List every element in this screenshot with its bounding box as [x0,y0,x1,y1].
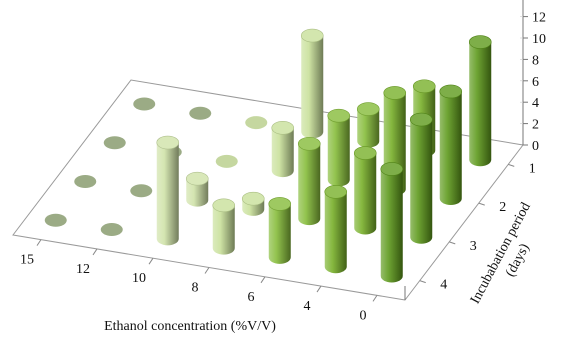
bar-8-day3 [241,191,265,216]
z-tick-label: 2 [532,118,539,133]
bar-0-day4 [380,162,404,283]
y-tick-mark [478,202,485,206]
x-tick-mark [372,295,378,302]
x-tick-label: 10 [132,271,146,286]
z-tick-label: 14 [532,0,546,4]
bar-12-day3 [130,184,153,198]
x-tick-label: 6 [248,290,255,305]
z-tick-label: 12 [532,11,546,26]
x-tick-label: 12 [76,262,90,277]
z-tick-label: 10 [532,32,546,47]
z-tick-label: 8 [532,53,539,68]
bars [44,28,492,283]
x-tick-mark [260,276,266,284]
bar-10-day2 [215,154,238,168]
x-tick-mark [36,239,42,246]
x-axis-title: Ethanol concentration (%V/V) [104,319,276,334]
bar-8-day1 [300,28,324,139]
x-tick-mark [316,285,322,293]
y-tick-label: 3 [470,239,477,254]
bar-6-day1 [356,102,380,148]
bar-0-day2 [439,84,463,205]
bar-10-day4 [156,135,180,246]
bar-12-day1 [189,106,212,120]
bar-12-day4 [100,223,123,237]
y-tick-mark [419,280,426,284]
bar-6-day4 [268,197,292,264]
bar-6-day3 [297,136,321,226]
x-tick-label: 0 [360,308,367,323]
x-tick-label: 4 [304,299,311,314]
gridlines [404,0,524,300]
z-tick-label: 0 [532,139,539,154]
x-tick-label: 15 [20,253,34,268]
bar-4-day4 [324,184,348,274]
bar-10-day1 [245,116,268,130]
bar-15-day3 [74,175,97,189]
bar-15-day1 [133,97,156,111]
y-tick-mark [449,241,456,245]
bar-15-day4 [44,213,67,227]
x-tick-label: 8 [192,281,199,296]
bar-0-day1 [468,35,492,167]
bar-10-day3 [185,171,209,207]
y-tick-label: 1 [529,161,536,176]
bar-4-day3 [353,146,377,235]
y-axis-ticks: 1 2 3 4 [419,161,536,293]
bar-6-day2 [327,108,351,187]
x-tick-mark [204,267,210,274]
bar-8-day2 [271,121,295,178]
x-tick-mark [92,248,98,256]
y-axis-title: Incubabation period (days) [468,200,534,306]
x-tick-mark [148,257,154,265]
bar-0-day3 [409,112,433,244]
y-tick-label: 2 [499,200,506,215]
bar-8-day4 [212,198,236,255]
y-tick-label: 4 [440,278,447,293]
y-tick-mark [508,163,515,167]
z-tick-label: 4 [532,96,539,111]
z-tick-label: 6 [532,75,539,90]
bar-15-day2 [103,136,126,150]
x-axis-ticks: 15 12 10 8 6 4 0 [20,239,378,323]
z-axis-ticks: 0 2 4 6 8 10 12 14 [523,0,546,154]
